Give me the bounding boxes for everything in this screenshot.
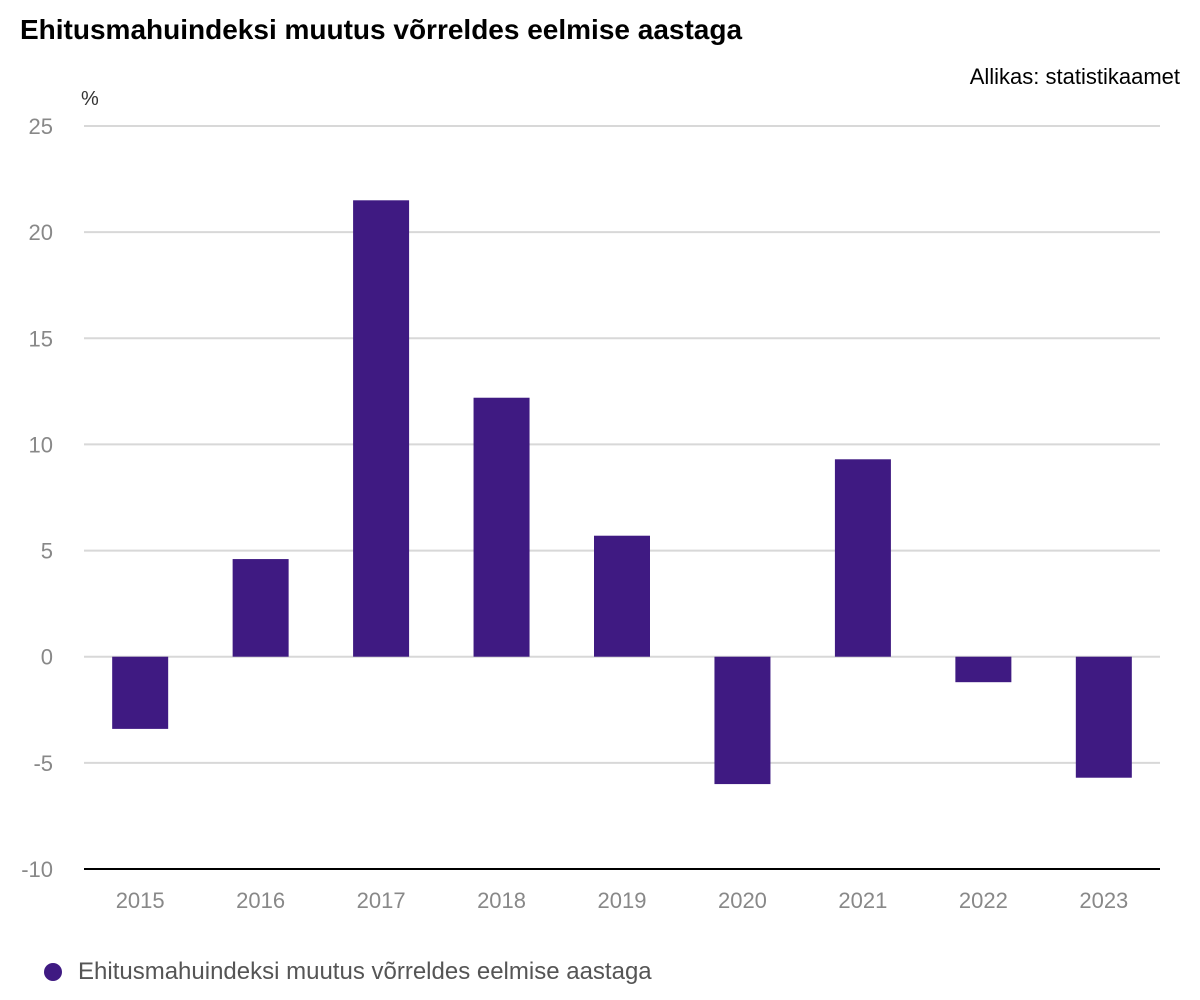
y-tick-label: 10 [29, 432, 53, 457]
x-tick-label: 2017 [357, 888, 406, 913]
y-tick-label: 15 [29, 326, 53, 351]
x-tick-label: 2023 [1079, 888, 1128, 913]
y-tick-label: 25 [29, 114, 53, 139]
x-tick-label: 2021 [838, 888, 887, 913]
chart-legend: Ehitusmahuindeksi muutus võrreldes eelmi… [44, 958, 652, 986]
x-tick-label: 2022 [959, 888, 1008, 913]
x-tick-label: 2016 [236, 888, 285, 913]
y-tick-label: -5 [33, 751, 53, 776]
x-tick-label: 2020 [718, 888, 767, 913]
x-tick-label: 2019 [598, 888, 647, 913]
y-tick-label: 20 [29, 220, 53, 245]
legend-label: Ehitusmahuindeksi muutus võrreldes eelmi… [78, 958, 652, 985]
bar-2020 [714, 656, 771, 785]
bar-2022 [955, 656, 1012, 683]
x-tick-label: 2018 [477, 888, 526, 913]
y-tick-label: 5 [41, 539, 53, 564]
bar-2018 [473, 397, 530, 657]
x-tick-label: 2015 [116, 888, 165, 913]
bar-2019 [594, 535, 650, 657]
bar-2016 [232, 559, 289, 657]
chart-title: Ehitusmahuindeksi muutus võrreldes eelmi… [20, 14, 743, 45]
chart-source: Allikas: statistikaamet [969, 64, 1180, 89]
legend-swatch [44, 963, 62, 981]
y-tick-label: -10 [21, 857, 53, 882]
bar-2015 [112, 656, 169, 729]
bar-2023 [1075, 656, 1132, 778]
bar-2017 [353, 200, 410, 657]
bar-2021 [834, 459, 891, 657]
y-tick-label: 0 [41, 645, 53, 670]
y-axis-unit-label: % [81, 88, 99, 110]
